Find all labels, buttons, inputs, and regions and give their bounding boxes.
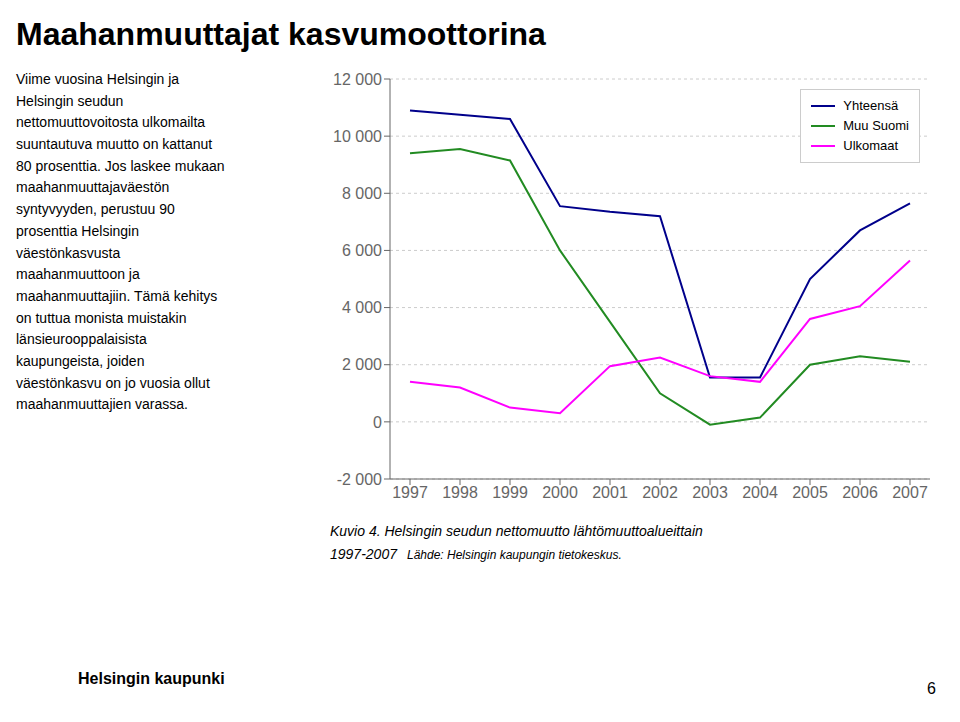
svg-text:1999: 1999	[492, 484, 528, 501]
svg-text:2007: 2007	[892, 484, 928, 501]
svg-text:1998: 1998	[442, 484, 478, 501]
html-text:Helsingin kaupunki: Helsingin kaupunki	[78, 670, 225, 687]
svg-text:1997: 1997	[392, 484, 428, 501]
html-text:Muu Suomi: Muu Suomi	[843, 118, 909, 133]
svg-text:2005: 2005	[792, 484, 828, 501]
svg-text:12 000: 12 000	[333, 71, 382, 88]
svg-text:2006: 2006	[842, 484, 878, 501]
svg-text:2002: 2002	[642, 484, 678, 501]
html-text:Maahanmuuttajat kasvumoottorin: Maahanmuuttajat kasvumoottorina	[16, 16, 546, 52]
svg-text:8 000: 8 000	[342, 185, 382, 202]
svg-text:0: 0	[373, 414, 382, 431]
svg-text:2 000: 2 000	[342, 356, 382, 373]
svg-text:4 000: 4 000	[342, 299, 382, 316]
svg-text:6 000: 6 000	[342, 242, 382, 259]
svg-text:-2 000: -2 000	[337, 471, 382, 488]
svg-text:2001: 2001	[592, 484, 628, 501]
svg-text:2004: 2004	[742, 484, 778, 501]
svg-text:10 000: 10 000	[333, 128, 382, 145]
html-text:Viime vuosina Helsingin ja Hel: Viime vuosina Helsingin ja Helsingin seu…	[16, 71, 225, 413]
html-text:6: 6	[927, 680, 936, 697]
svg-text:2000: 2000	[542, 484, 578, 501]
html-text:Ulkomaat: Ulkomaat	[843, 138, 899, 153]
html-text:Yhteensä: Yhteensä	[843, 98, 899, 113]
html-text:Lähde: Helsingin kaupungin tie: Lähde: Helsingin kaupungin tietokeskus.	[407, 548, 622, 562]
html-text:1997-2007: 1997-2007	[330, 546, 397, 562]
html-text:Kuvio 4. Helsingin seudun nett: Kuvio 4. Helsingin seudun nettomuutto lä…	[330, 523, 703, 539]
svg-text:2003: 2003	[692, 484, 728, 501]
